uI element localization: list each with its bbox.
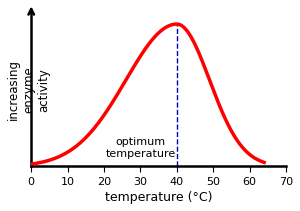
Text: optimum
temperature: optimum temperature: [105, 137, 176, 159]
Y-axis label: increasing
enzyme
activity: increasing enzyme activity: [7, 59, 50, 120]
X-axis label: temperature (°C): temperature (°C): [105, 191, 212, 204]
